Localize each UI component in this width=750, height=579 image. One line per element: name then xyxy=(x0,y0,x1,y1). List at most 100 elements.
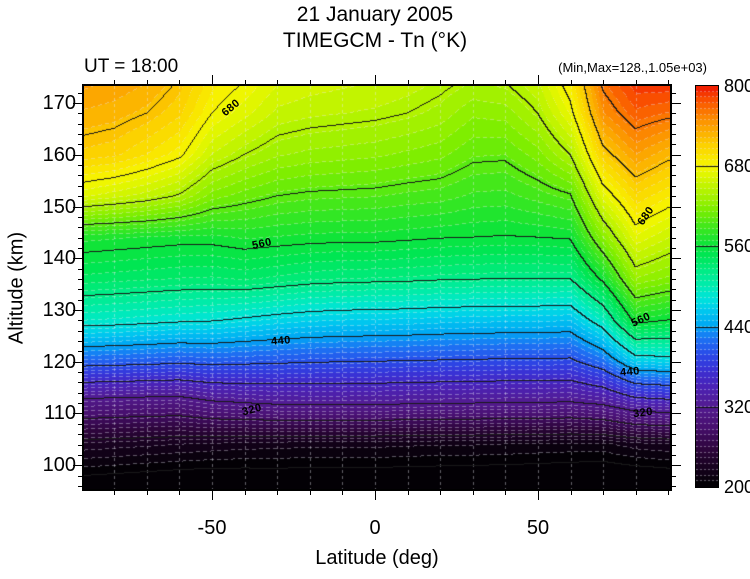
y-minor-tick xyxy=(78,238,82,239)
y-major-tick xyxy=(672,465,681,466)
x-major-tick xyxy=(375,75,376,84)
colorbar-tick-label: 320 xyxy=(724,396,750,417)
x-minor-tick xyxy=(114,80,115,84)
y-minor-tick xyxy=(672,320,676,321)
contour-plot-canvas xyxy=(84,86,670,489)
y-tick-label: 150 xyxy=(42,196,76,218)
y-major-tick xyxy=(73,155,82,156)
x-major-tick xyxy=(212,75,213,84)
y-major-tick xyxy=(73,362,82,363)
y-minor-tick xyxy=(672,196,676,197)
x-minor-tick xyxy=(342,491,343,495)
y-minor-tick xyxy=(672,248,676,249)
y-major-tick xyxy=(672,310,681,311)
y-tick-label: 100 xyxy=(42,454,76,476)
y-minor-tick xyxy=(672,300,676,301)
y-minor-tick xyxy=(78,351,82,352)
x-minor-tick xyxy=(310,491,311,495)
colorbar-tick-label: 800 xyxy=(724,76,750,96)
y-major-tick xyxy=(672,413,681,414)
y-major-tick xyxy=(73,465,82,466)
y-minor-tick xyxy=(78,289,82,290)
x-minor-tick xyxy=(277,491,278,495)
x-minor-tick xyxy=(147,491,148,495)
x-minor-tick xyxy=(408,80,409,84)
x-major-tick xyxy=(538,75,539,84)
x-minor-tick xyxy=(505,491,506,495)
y-minor-tick xyxy=(672,382,676,383)
y-minor-tick xyxy=(78,93,82,94)
x-major-tick xyxy=(538,491,539,500)
x-tick-label: 50 xyxy=(526,517,550,539)
y-minor-tick xyxy=(78,486,82,487)
y-minor-tick xyxy=(78,393,82,394)
y-minor-tick xyxy=(672,445,676,446)
y-major-tick xyxy=(73,413,82,414)
y-minor-tick xyxy=(672,434,676,435)
y-minor-tick xyxy=(78,144,82,145)
x-minor-tick xyxy=(636,491,637,495)
y-minor-tick xyxy=(672,165,676,166)
y-minor-tick xyxy=(672,351,676,352)
y-minor-tick xyxy=(78,134,82,135)
x-minor-tick xyxy=(179,491,180,495)
x-tick-label: 0 xyxy=(369,517,381,539)
x-minor-tick xyxy=(505,80,506,84)
y-major-tick xyxy=(73,258,82,259)
x-minor-tick xyxy=(277,80,278,84)
y-minor-tick xyxy=(78,403,82,404)
y-minor-tick xyxy=(78,341,82,342)
y-major-tick xyxy=(672,103,681,104)
colorbar-tick-label: 560 xyxy=(724,236,750,257)
y-minor-tick xyxy=(672,279,676,280)
y-minor-tick xyxy=(78,300,82,301)
y-minor-tick xyxy=(672,424,676,425)
x-minor-tick xyxy=(440,491,441,495)
x-axis-label: Latitude (deg) xyxy=(315,547,439,569)
y-minor-tick xyxy=(672,372,676,373)
contour-label: 440 xyxy=(619,365,641,379)
y-minor-tick xyxy=(672,113,676,114)
y-minor-tick xyxy=(78,476,82,477)
x-minor-tick xyxy=(310,80,311,84)
x-minor-tick xyxy=(603,80,604,84)
x-minor-tick xyxy=(636,80,637,84)
y-minor-tick xyxy=(672,227,676,228)
y-minor-tick xyxy=(672,393,676,394)
x-minor-tick xyxy=(245,80,246,84)
y-tick-label: 130 xyxy=(42,299,76,321)
y-minor-tick xyxy=(78,196,82,197)
colorbar-canvas xyxy=(696,86,718,487)
colorbar-tick-label: 680 xyxy=(724,156,750,177)
y-minor-tick xyxy=(672,124,676,125)
y-minor-tick xyxy=(672,134,676,135)
x-minor-tick xyxy=(571,491,572,495)
y-major-tick xyxy=(672,362,681,363)
x-minor-tick xyxy=(114,491,115,495)
x-minor-tick xyxy=(147,80,148,84)
x-minor-tick xyxy=(342,80,343,84)
x-minor-tick xyxy=(245,491,246,495)
x-minor-tick xyxy=(571,80,572,84)
y-minor-tick xyxy=(78,217,82,218)
y-minor-tick xyxy=(78,165,82,166)
y-tick-label: 120 xyxy=(42,351,76,373)
y-minor-tick xyxy=(78,269,82,270)
colorbar-tick-label: 200 xyxy=(724,477,750,497)
x-tick-label: -50 xyxy=(197,517,227,539)
y-minor-tick xyxy=(78,424,82,425)
y-tick-label: 170 xyxy=(42,92,76,114)
y-minor-tick xyxy=(78,248,82,249)
colorbar-tick-label: 440 xyxy=(724,316,750,337)
y-tick-label: 140 xyxy=(42,247,76,269)
y-minor-tick xyxy=(672,269,676,270)
y-minor-tick xyxy=(672,341,676,342)
x-minor-tick xyxy=(473,80,474,84)
y-minor-tick xyxy=(672,238,676,239)
y-minor-tick xyxy=(78,372,82,373)
x-minor-tick xyxy=(603,491,604,495)
x-minor-tick xyxy=(668,491,669,495)
y-minor-tick xyxy=(672,289,676,290)
x-major-tick xyxy=(212,491,213,500)
